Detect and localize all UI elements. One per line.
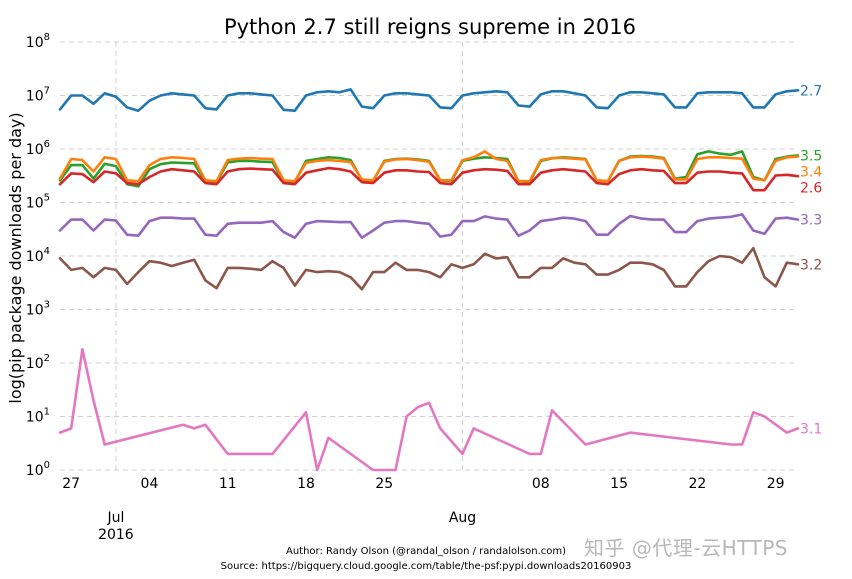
series-line-3.3 <box>58 213 800 239</box>
series-line-3.2 <box>58 246 800 291</box>
x-tick-label: 18 <box>297 476 315 492</box>
series-label-3.1: 3.1 <box>800 421 822 437</box>
x-tick-label: 25 <box>375 476 393 492</box>
x-tick-label: 15 <box>610 476 628 492</box>
source-credit: Source: https://bigquery.cloud.google.co… <box>220 561 632 572</box>
y-tick-label: 105 <box>26 193 50 212</box>
y-tick-label: 102 <box>26 353 50 372</box>
y-axis-ticks: 100 101 102 103 104 105 106 107 108 <box>26 32 50 479</box>
series-line-2.7 <box>58 88 800 112</box>
x-month-label: Jul <box>106 510 124 526</box>
x-month-label: Aug <box>449 510 476 526</box>
author-credit: Author: Randy Olson (@randal_olson / ran… <box>285 546 567 557</box>
x-tick-label: 22 <box>688 476 706 492</box>
series-line-3.1 <box>58 347 800 472</box>
x-tick-label: 27 <box>62 476 80 492</box>
y-tick-label: 101 <box>26 407 50 426</box>
x-tick-label: 04 <box>141 476 159 492</box>
x-year-label: 2016 <box>98 527 134 543</box>
x-tick-label: 08 <box>532 476 550 492</box>
y-tick-label: 100 <box>26 460 50 479</box>
series-label-3.3: 3.3 <box>800 213 822 229</box>
series-label-3.5: 3.5 <box>800 148 822 164</box>
y-tick-label: 106 <box>26 139 50 158</box>
series-label-2.7: 2.7 <box>800 83 822 99</box>
series-label-3.4: 3.4 <box>800 164 822 180</box>
x-tick-label: 11 <box>219 476 237 492</box>
series-labels: 2.7 3.53.42.6 3.3 3.2 3.1 <box>800 83 822 437</box>
series-lines <box>58 88 800 472</box>
y-tick-label: 104 <box>26 246 50 265</box>
series-line-3.4 <box>58 150 800 183</box>
series-label-3.2: 3.2 <box>800 257 822 273</box>
x-tick-label: 29 <box>767 476 785 492</box>
series-line-2.6 <box>58 166 800 192</box>
grid <box>60 41 798 471</box>
y-tick-label: 103 <box>26 300 50 319</box>
y-axis-label: log(pip package downloads per day) <box>6 112 25 403</box>
series-label-2.6: 2.6 <box>800 180 822 196</box>
y-tick-label: 108 <box>26 32 50 51</box>
watermark: 知乎 @代理-云HTTPS <box>584 536 788 560</box>
y-tick-label: 107 <box>26 86 50 105</box>
chart-title: Python 2.7 still reigns supreme in 2016 <box>224 15 636 39</box>
